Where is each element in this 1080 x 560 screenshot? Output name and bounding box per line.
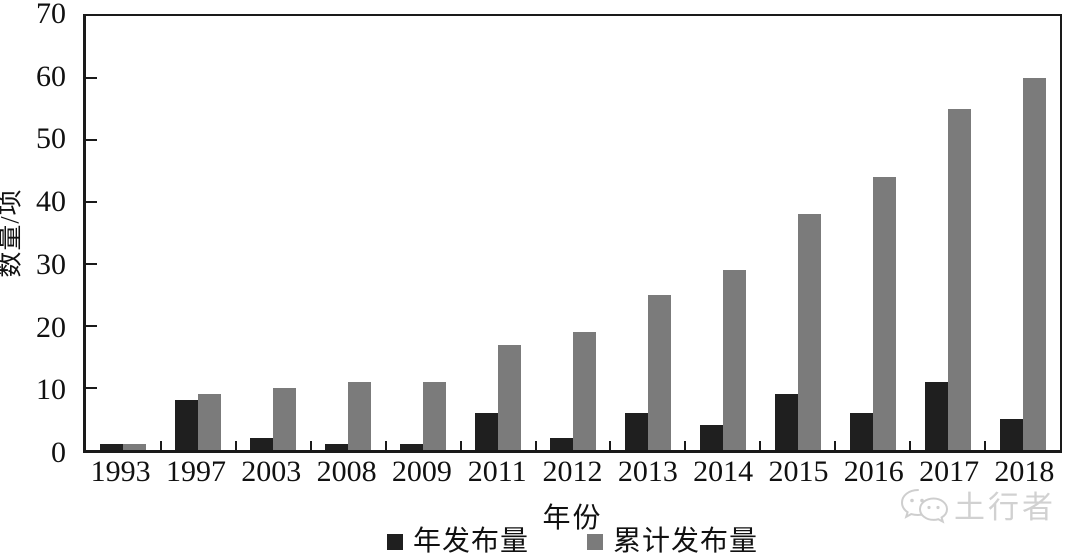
bar-annual xyxy=(999,419,1023,450)
bar-annual xyxy=(400,443,424,450)
x-axis-labels: 1993 1997 2003 2008 2009 2011 2012 2013 2014 2015… xyxy=(83,457,1062,487)
bar-slot xyxy=(910,16,986,450)
x-tick-label: 2003 xyxy=(241,455,302,488)
y-tick-label: 30 xyxy=(36,247,66,281)
watermark: 土行者 xyxy=(898,486,1056,528)
bar-slot xyxy=(835,16,912,450)
x-tick-label: 1997 xyxy=(165,455,226,488)
x-tick-label: 2016 xyxy=(843,455,904,488)
bar-slot xyxy=(311,16,387,450)
bar-cumulative xyxy=(198,394,222,450)
bar-cumulative xyxy=(123,443,147,450)
bar-annual xyxy=(924,381,948,450)
bar-cumulative xyxy=(1022,78,1046,450)
legend-swatch xyxy=(386,534,403,550)
bar-cumulative xyxy=(498,344,522,450)
bar-annual xyxy=(774,394,798,450)
y-tick xyxy=(86,201,97,204)
bar-cumulative xyxy=(423,381,447,450)
x-tick-label: 2011 xyxy=(467,455,527,488)
bar-slot xyxy=(86,16,162,450)
y-tick-label: 40 xyxy=(36,185,66,219)
bar-cumulative xyxy=(722,270,746,450)
x-tick-label: 1993 xyxy=(90,455,151,488)
y-tick-label: 20 xyxy=(36,310,66,344)
wechat-icon xyxy=(900,489,949,524)
bar-annual xyxy=(325,443,349,450)
bar-slot xyxy=(536,16,612,450)
x-tick-label: 2018 xyxy=(994,455,1055,488)
y-tick-label: 70 xyxy=(36,0,66,30)
bar-annual xyxy=(849,412,873,450)
bar-annual xyxy=(250,437,274,450)
bar-slot xyxy=(386,16,462,450)
legend-item: 累计发布量 xyxy=(587,528,758,556)
x-tick-label: 2013 xyxy=(617,455,678,488)
y-axis-labels: 0 10 20 30 40 50 60 70 xyxy=(0,0,66,468)
legend-swatch xyxy=(587,534,603,550)
y-tick xyxy=(86,263,97,265)
y-tick-label: 50 xyxy=(36,122,66,156)
bar-annual xyxy=(699,425,723,450)
bar-annual xyxy=(549,437,573,450)
x-axis-title: 年份 xyxy=(542,503,603,534)
x-tick-label: 2015 xyxy=(768,455,829,488)
x-tick-label: 2012 xyxy=(542,455,603,488)
x-tick-label: 2009 xyxy=(391,455,452,488)
bar-slot xyxy=(985,16,1060,450)
bar-slot xyxy=(610,16,687,450)
x-tick-label: 2014 xyxy=(693,455,754,488)
plot-area xyxy=(83,14,1062,453)
bar-slot xyxy=(685,16,762,450)
bar-slot xyxy=(760,16,837,450)
bar-slot xyxy=(236,16,312,450)
bar-cumulative xyxy=(273,388,297,450)
bar-annual xyxy=(624,412,648,450)
bar-cumulative xyxy=(872,177,896,450)
y-tick xyxy=(86,387,97,390)
bar-annual xyxy=(100,443,124,450)
y-tick-label: 10 xyxy=(36,373,66,407)
legend-label: 累计发布量 xyxy=(613,526,759,557)
bar-cumulative xyxy=(348,381,372,450)
legend-label: 年发布量 xyxy=(412,526,529,557)
x-tick-label: 2017 xyxy=(919,455,980,488)
y-tick-label: 0 xyxy=(51,436,66,469)
bar-cumulative xyxy=(947,109,971,450)
legend-item: 年发布量 xyxy=(386,526,529,557)
bar-annual xyxy=(175,400,199,450)
bar-annual xyxy=(475,412,499,450)
bar-slot xyxy=(461,16,537,450)
bar-cumulative xyxy=(647,295,671,450)
bar-slot xyxy=(161,16,237,450)
x-tick-label: 2008 xyxy=(316,455,377,488)
y-tick xyxy=(86,325,97,328)
y-tick-label: 60 xyxy=(36,59,66,93)
y-tick xyxy=(86,77,97,79)
y-tick xyxy=(86,139,97,141)
bar-cumulative xyxy=(572,332,596,450)
legend: 年发布量 累计发布量 xyxy=(83,528,1062,556)
watermark-text: 土行者 xyxy=(954,489,1056,525)
bar-cumulative xyxy=(797,214,821,450)
